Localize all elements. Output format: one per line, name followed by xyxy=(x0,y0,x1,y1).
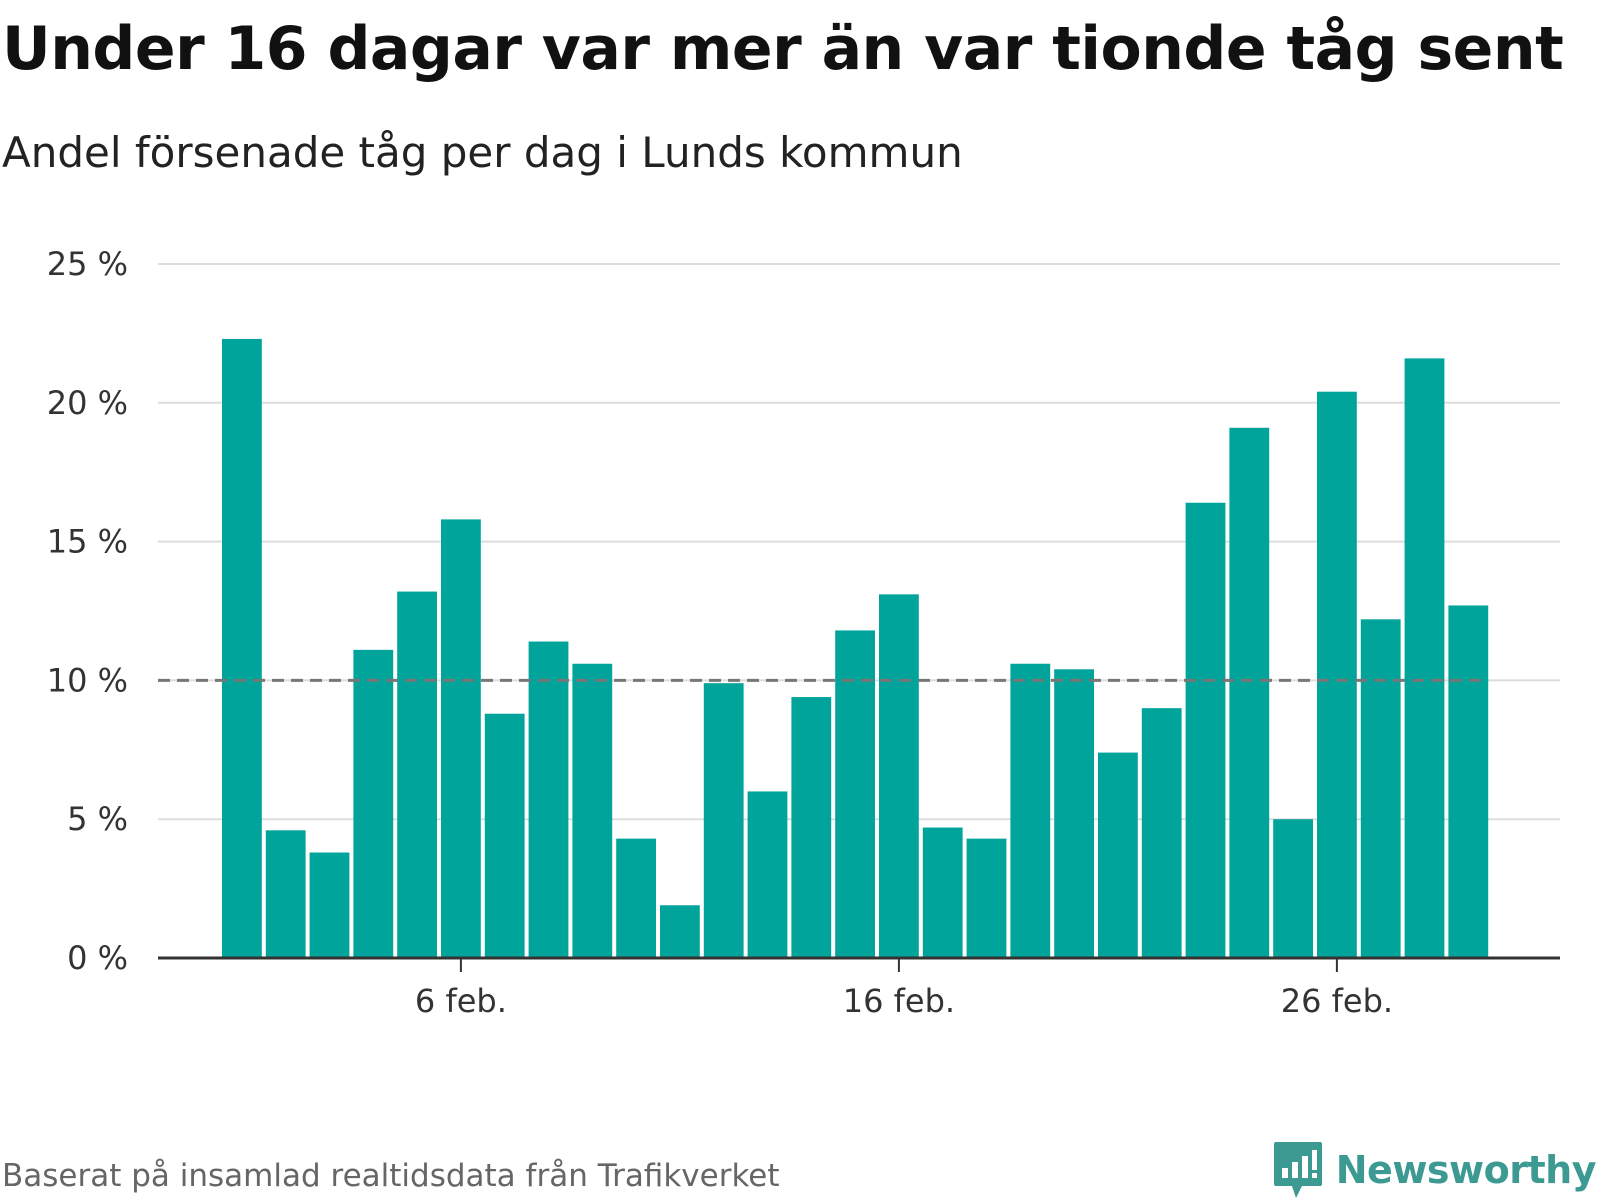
bar xyxy=(1448,605,1489,958)
bar xyxy=(747,791,788,958)
newsworthy-logo-icon xyxy=(1273,1142,1322,1198)
x-axis-labels: 6 feb. 16 feb. 26 feb. xyxy=(415,982,1393,1020)
bar xyxy=(1185,502,1226,958)
bar xyxy=(835,630,875,958)
bar xyxy=(966,838,1007,958)
y-tick-label: 10 % xyxy=(47,661,128,699)
bar xyxy=(922,827,963,958)
bar xyxy=(484,713,525,958)
bar xyxy=(660,905,700,958)
bar xyxy=(528,641,569,958)
x-axis xyxy=(158,956,1560,972)
bar xyxy=(1141,708,1182,958)
bar xyxy=(441,519,481,958)
bar xyxy=(572,663,613,958)
brand-name: Newsworthy xyxy=(1335,1148,1597,1192)
bar xyxy=(397,591,437,958)
bar xyxy=(703,683,744,958)
bar xyxy=(309,852,350,958)
bar xyxy=(222,338,262,958)
bar xyxy=(616,838,656,958)
bar xyxy=(1010,663,1051,958)
bar xyxy=(879,594,919,958)
x-tick-label: 16 feb. xyxy=(843,982,955,1020)
y-tick-label: 0 % xyxy=(67,939,128,977)
chart-subtitle: Andel försenade tåg per dag i Lunds komm… xyxy=(2,128,963,177)
brand-logo: Newsworthy xyxy=(1272,1140,1597,1200)
bar xyxy=(1229,427,1270,958)
y-axis-labels: 0 % 5 % 10 % 15 % 20 % 25 % xyxy=(47,245,128,977)
x-tick-label: 6 feb. xyxy=(415,982,507,1020)
y-tick-label: 25 % xyxy=(47,245,128,283)
bars xyxy=(222,338,1489,958)
bar xyxy=(265,830,306,958)
bar xyxy=(1273,819,1313,958)
bar-chart: 0 % 5 % 10 % 15 % 20 % 25 % 6 feb. 16 feb. 26 f… xyxy=(47,245,1560,1020)
bar xyxy=(1054,669,1094,958)
bar xyxy=(1360,619,1401,958)
bar xyxy=(1404,358,1445,958)
bar xyxy=(1317,391,1357,958)
bar xyxy=(353,649,394,958)
y-tick-label: 5 % xyxy=(67,800,128,838)
y-tick-label: 15 % xyxy=(47,523,128,561)
chart-title: Under 16 dagar var mer än var tionde tåg… xyxy=(2,14,1564,84)
bar xyxy=(1098,752,1138,958)
y-tick-label: 20 % xyxy=(47,384,128,422)
source-note: Baserat på insamlad realtidsdata från Tr… xyxy=(2,1158,780,1194)
x-tick-label: 26 feb. xyxy=(1281,982,1393,1020)
bar xyxy=(791,697,832,958)
